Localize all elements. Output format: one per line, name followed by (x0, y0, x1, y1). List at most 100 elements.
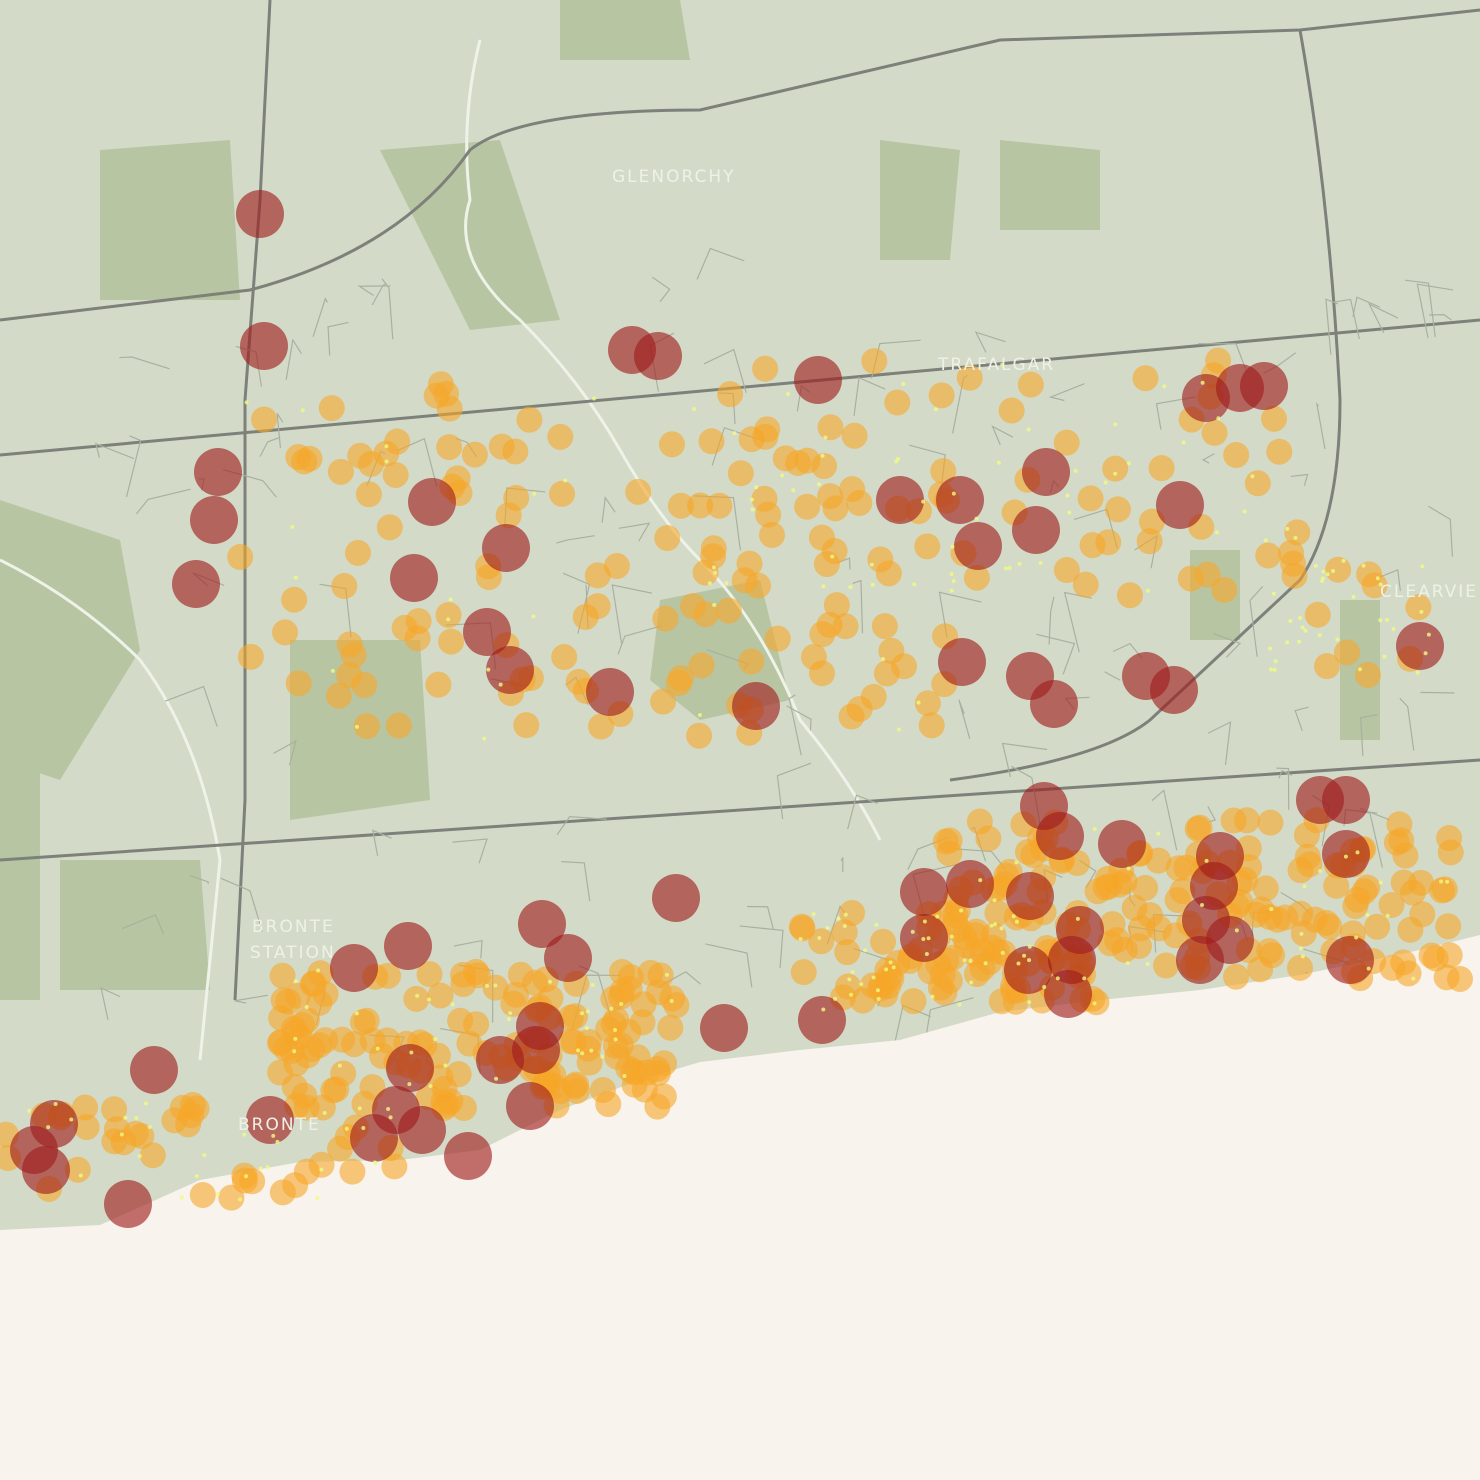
point (1325, 572, 1330, 577)
street (1207, 721, 1232, 766)
street (100, 986, 121, 1021)
street (372, 829, 392, 857)
point (179, 1195, 184, 1200)
point (408, 478, 456, 526)
point (318, 395, 345, 422)
point (896, 727, 901, 732)
point (325, 682, 352, 709)
point (888, 960, 893, 965)
point (1325, 556, 1352, 583)
point (358, 450, 385, 477)
point (1354, 661, 1381, 688)
point (304, 1005, 309, 1010)
point (386, 1106, 391, 1111)
point (1378, 618, 1383, 623)
point (817, 414, 844, 441)
point (688, 652, 715, 679)
point (1435, 913, 1462, 940)
point (687, 492, 714, 519)
point (975, 825, 1002, 852)
point (1011, 914, 1016, 919)
point (72, 1094, 99, 1121)
point (1355, 850, 1360, 855)
point (551, 644, 578, 671)
point (1145, 961, 1150, 966)
point (194, 448, 242, 496)
point (1223, 963, 1250, 990)
point (592, 396, 597, 401)
point (951, 579, 956, 584)
point (482, 736, 487, 741)
point (1067, 510, 1072, 515)
point (1263, 538, 1268, 543)
point (813, 551, 840, 578)
point (215, 1191, 220, 1196)
point (344, 1126, 349, 1131)
point (1287, 954, 1314, 981)
point (445, 1061, 472, 1088)
point (148, 1125, 153, 1130)
point (485, 983, 490, 988)
point (331, 573, 358, 600)
point (1150, 666, 1198, 714)
point (603, 553, 630, 580)
point (1281, 562, 1308, 589)
point (894, 459, 899, 464)
point (936, 476, 984, 524)
point (692, 559, 719, 586)
point (1378, 891, 1405, 918)
point (1006, 872, 1054, 920)
point (1297, 639, 1302, 644)
point (834, 939, 861, 966)
point (384, 428, 411, 455)
street (652, 276, 671, 303)
rivers (0, 39, 882, 1061)
point (464, 962, 491, 989)
street (1290, 473, 1309, 486)
point (794, 493, 821, 520)
point (384, 444, 389, 449)
point (271, 1133, 276, 1138)
point (1273, 659, 1278, 664)
point (548, 979, 553, 984)
point (808, 928, 835, 955)
point (433, 1037, 438, 1042)
point (1075, 916, 1080, 921)
point (1411, 976, 1416, 981)
point (1216, 416, 1221, 421)
point (398, 1106, 446, 1154)
point (281, 586, 308, 613)
point (622, 1073, 627, 1078)
point (289, 1012, 316, 1039)
point (139, 1142, 166, 1169)
point (1420, 564, 1425, 569)
point (918, 712, 945, 739)
street (1048, 596, 1055, 645)
point (498, 682, 503, 687)
street (991, 425, 1014, 446)
street (1367, 302, 1399, 334)
point (1386, 811, 1413, 838)
point (875, 560, 902, 587)
point (839, 899, 866, 926)
point (1321, 569, 1326, 574)
point (1077, 485, 1104, 512)
point (1418, 942, 1445, 969)
point (384, 459, 389, 464)
point (290, 524, 295, 529)
point (292, 1049, 297, 1054)
point (246, 1096, 294, 1144)
point (732, 682, 780, 730)
point (692, 601, 719, 628)
point (319, 1167, 324, 1172)
street (1378, 569, 1401, 592)
point (1097, 930, 1124, 957)
point (1252, 875, 1279, 902)
point (1233, 807, 1260, 834)
point (764, 625, 791, 652)
point (1223, 442, 1250, 469)
point (327, 458, 354, 485)
point (1156, 831, 1161, 836)
point (565, 668, 592, 695)
point (859, 982, 864, 987)
